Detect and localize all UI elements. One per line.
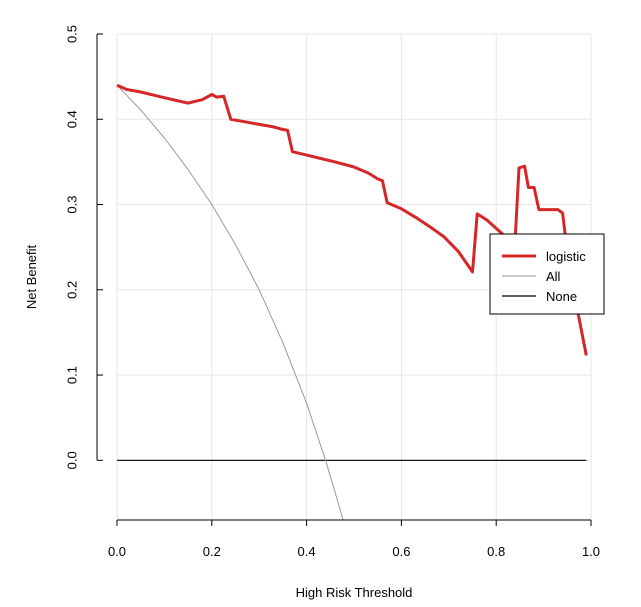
y-tick-label: 0.5	[64, 25, 79, 43]
y-axis-ticks: 0.0 0.1 0.2 0.3 0.4 0.5	[64, 25, 103, 469]
x-tick-label: 0.0	[108, 544, 126, 559]
legend-label-logistic: logistic	[546, 249, 586, 264]
x-tick-label: 1.0	[582, 544, 600, 559]
y-tick-label: 0.0	[64, 451, 79, 469]
x-axis-label: High Risk Threshold	[296, 585, 413, 600]
y-axis-label: Net Benefit	[24, 244, 39, 309]
x-tick-label: 0.8	[487, 544, 505, 559]
y-tick-label: 0.4	[64, 110, 79, 128]
x-axis-ticks: 0.0 0.2 0.4 0.6 0.8 1.0	[108, 520, 600, 559]
y-tick-label: 0.3	[64, 195, 79, 213]
x-tick-label: 0.2	[203, 544, 221, 559]
y-tick-label: 0.2	[64, 281, 79, 299]
y-tick-label: 0.1	[64, 366, 79, 384]
series-line-logistic	[116, 83, 588, 356]
legend-box	[489, 233, 605, 315]
legend-label-none: None	[546, 289, 577, 304]
x-tick-label: 0.6	[392, 544, 410, 559]
legend: logistic All None	[489, 233, 605, 315]
series-layer	[116, 83, 588, 520]
x-tick-label: 0.4	[298, 544, 316, 559]
series-line-all	[116, 84, 344, 520]
legend-label-all: All	[546, 269, 561, 284]
